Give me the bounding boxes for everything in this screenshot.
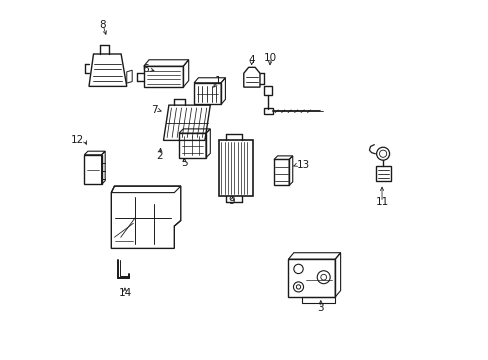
Text: 10: 10 [264, 53, 276, 63]
Text: 6: 6 [142, 64, 149, 74]
Text: 11: 11 [375, 197, 388, 207]
Text: 7: 7 [150, 105, 157, 115]
Text: 12: 12 [71, 135, 84, 145]
Text: 1: 1 [215, 76, 222, 86]
Text: 14: 14 [118, 288, 131, 298]
Text: 3: 3 [317, 303, 324, 313]
Text: 4: 4 [248, 55, 254, 66]
Text: 13: 13 [296, 160, 309, 170]
Text: 2: 2 [156, 150, 163, 161]
Text: 5: 5 [181, 158, 187, 168]
Text: 8: 8 [100, 20, 106, 30]
Text: 9: 9 [228, 196, 235, 206]
